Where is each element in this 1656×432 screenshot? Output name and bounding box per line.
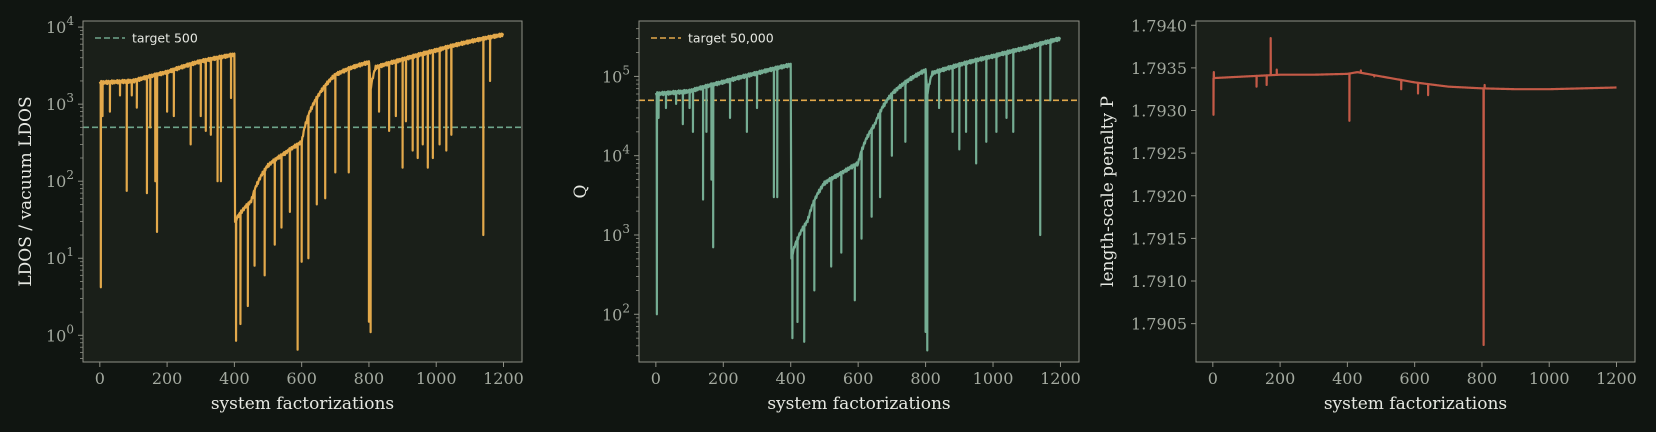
x-tick-label: 800 [910, 369, 941, 388]
axes-frame [82, 20, 523, 363]
y-tick-label: 101 [46, 245, 74, 268]
x-tick-label: 400 [1332, 369, 1363, 388]
x-tick-label: 1000 [416, 369, 457, 388]
legend-label: target 50,000 [688, 31, 774, 46]
x-tick-label: 400 [775, 369, 806, 388]
y-tick-label: 1.7935 [1131, 59, 1187, 78]
x-tick-label: 0 [1208, 369, 1218, 388]
y-tick-label: 104 [46, 14, 74, 37]
x-tick-label: 0 [95, 369, 105, 388]
x-tick-label: 200 [1265, 369, 1296, 388]
plot-area [1196, 21, 1635, 362]
legend-label: target 500 [132, 31, 198, 46]
x-tick-label: 1200 [1040, 369, 1081, 388]
series-line [1212, 36, 1617, 347]
x-axis-label: system factorizations [1324, 394, 1507, 414]
y-tick-label: 1.7920 [1131, 187, 1187, 206]
y-tick-label: 1.7930 [1131, 102, 1187, 121]
x-tick-label: 1200 [1596, 369, 1637, 388]
x-tick-label: 800 [354, 369, 385, 388]
x-tick-label: 600 [843, 369, 874, 388]
x-tick-label: 400 [219, 369, 250, 388]
x-tick-label: 0 [651, 369, 661, 388]
y-tick-label: 104 [602, 143, 630, 166]
x-tick-label: 800 [1467, 369, 1498, 388]
y-tick-label: 1.7905 [1131, 315, 1187, 334]
y-tick-label: 102 [46, 168, 74, 191]
y-tick-label: 103 [602, 222, 630, 245]
x-tick-label: 600 [286, 369, 317, 388]
y-tick-label: 105 [602, 63, 630, 86]
x-tick-label: 1000 [1529, 369, 1570, 388]
y-tick-label: 1.7925 [1131, 144, 1187, 163]
x-axis-label: system factorizations [211, 394, 394, 414]
x-tick-label: 200 [152, 369, 183, 388]
y-tick-label: 1.7910 [1131, 272, 1187, 291]
y-tick-label: 1.7915 [1131, 229, 1187, 248]
y-axis-label: Q [571, 185, 591, 199]
panel-ldos: 0 200 400 600 800 1000 1200 100 101 102 103 104 syst… [16, 14, 524, 414]
y-axis-label: length-scale penalty P [1098, 96, 1118, 287]
axes-frame [638, 20, 1080, 363]
series-line [654, 36, 1062, 352]
x-tick-label: 600 [1399, 369, 1430, 388]
x-tick-label: 1000 [973, 369, 1014, 388]
y-tick-label: 1.7940 [1131, 16, 1187, 35]
series-line [98, 32, 505, 351]
y-tick-label: 102 [602, 301, 630, 324]
y-axis-label: LDOS / vacuum LDOS [16, 96, 36, 286]
x-tick-label: 200 [708, 369, 739, 388]
panel-q: 0 200 400 600 800 1000 1200 102 103 104 105 system … [571, 20, 1081, 414]
x-axis-label: system factorizations [767, 394, 950, 414]
axes-frame [1195, 20, 1636, 363]
y-tick-label: 100 [46, 322, 74, 345]
panel-penalty: 0 200 400 600 800 1000 1200 1.7905 1.7910 1.7915 1… [1098, 16, 1637, 414]
x-tick-label: 1200 [483, 369, 524, 388]
y-tick-label: 103 [46, 91, 74, 114]
